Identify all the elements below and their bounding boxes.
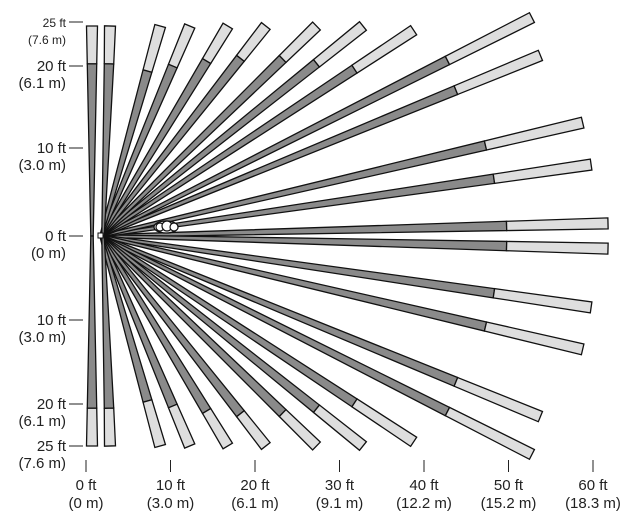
beam-far-zone — [201, 22, 234, 65]
beam-far-zone — [453, 49, 544, 96]
y-tick-label-ft: 0 ft — [45, 228, 67, 245]
beam-far-zone — [85, 407, 99, 447]
y-tick-label-ft: 10 ft — [37, 312, 67, 329]
beam-far-zone — [483, 321, 585, 356]
beam-far-zone — [312, 20, 368, 68]
beam-far-zone — [492, 158, 593, 185]
x-tick-label-ft: 40 ft — [409, 477, 439, 494]
y-tick-label-m: (3.0 m) — [18, 157, 66, 174]
motion-sensor-icon — [97, 220, 179, 239]
y-tick-label-ft: 20 ft — [37, 396, 67, 413]
beam-far-zone — [351, 24, 418, 74]
beam-far-zone — [312, 404, 368, 452]
beam-25 — [101, 235, 117, 447]
beam-22 — [99, 23, 167, 238]
y-tick-label-m: (6.1 m) — [18, 413, 66, 430]
x-tick-label-ft: 60 ft — [578, 477, 608, 494]
y-tick-label-m: (6.1 m) — [18, 75, 66, 92]
beam-12 — [99, 20, 368, 238]
beam-far-zone — [351, 398, 418, 448]
beam-far-zone — [278, 21, 322, 64]
y-tick-1: 20 ft(6.1 m) — [18, 58, 83, 92]
x-tick-6: 60 ft(18.3 m) — [565, 460, 621, 512]
y-tick-2: 10 ft(3.0 m) — [18, 140, 83, 174]
beam-far-zone — [235, 21, 272, 63]
beam-far-zone — [201, 407, 234, 450]
y-axis: 25 ft(7.6 m)20 ft(6.1 m)10 ft(3.0 m)0 ft… — [18, 16, 83, 472]
x-tick-label-ft: 30 ft — [325, 477, 355, 494]
sensor-lens-right — [169, 222, 179, 232]
x-tick-label-m: (0 m) — [69, 495, 104, 512]
beam-far-zone — [235, 409, 272, 451]
beam-23 — [99, 234, 167, 449]
x-tick-label-ft: 50 ft — [494, 477, 524, 494]
beam-far-zone — [167, 403, 196, 449]
x-tick-label-ft: 0 ft — [76, 477, 98, 494]
y-tick-6: 25 ft(7.6 m) — [18, 438, 83, 472]
x-tick-label-ft: 10 ft — [156, 477, 186, 494]
beam-far-zone — [103, 25, 117, 65]
y-tick-label-m: (7.6 m) — [18, 455, 66, 472]
x-tick-label-m: (12.2 m) — [396, 495, 452, 512]
beam-26 — [85, 25, 99, 237]
beam-near-zone — [86, 235, 98, 409]
x-tick-5: 50 ft(15.2 m) — [481, 460, 537, 512]
x-tick-4: 40 ft(12.2 m) — [396, 460, 452, 512]
beam-near-zone — [86, 63, 98, 237]
y-tick-label-m: (3.0 m) — [18, 329, 66, 346]
x-tick-0: 0 ft(0 m) — [69, 460, 104, 512]
origin-marker — [97, 232, 104, 239]
beam-far-zone — [85, 25, 99, 65]
beam-far-zone — [492, 287, 593, 314]
x-tick-label-m: (3.0 m) — [147, 495, 195, 512]
y-tick-label-ft: 10 ft — [37, 140, 67, 157]
y-tick-label-m: (7.6 m) — [28, 33, 66, 47]
beam-far-zone — [142, 23, 167, 74]
beam-far-zone — [167, 23, 196, 69]
beam-far-zone — [444, 406, 536, 461]
y-tick-3: 0 ft(0 m) — [31, 228, 83, 262]
x-tick-label-ft: 20 ft — [240, 477, 270, 494]
beam-far-zone — [444, 11, 536, 66]
beams-layer — [85, 11, 609, 461]
x-axis: 0 ft(0 m) 10 ft(3.0 m) 20 ft(6.1 m) 30 ft(9… — [69, 460, 621, 512]
y-tick-label-ft: 20 ft — [37, 58, 67, 75]
x-tick-3: 30 ft(9.1 m) — [316, 460, 364, 512]
beam-far-zone — [142, 398, 167, 449]
x-tick-2: 20 ft(6.1 m) — [231, 460, 279, 512]
beam-far-zone — [453, 376, 544, 423]
y-tick-4: 10 ft(3.0 m) — [18, 312, 83, 346]
beam-far-zone — [505, 217, 609, 232]
y-tick-label-ft: 25 ft — [43, 16, 67, 30]
x-tick-label-m: (6.1 m) — [231, 495, 279, 512]
x-tick-1: 10 ft(3.0 m) — [147, 460, 195, 512]
x-tick-label-m: (15.2 m) — [481, 495, 537, 512]
axes-layer: 25 ft(7.6 m)20 ft(6.1 m)10 ft(3.0 m)0 ft… — [18, 16, 620, 512]
y-tick-label-m: (0 m) — [31, 245, 66, 262]
beam-far-zone — [278, 408, 322, 451]
beam-27 — [85, 235, 99, 447]
beam-far-zone — [505, 240, 609, 255]
beam-far-zone — [483, 116, 585, 151]
y-tick-label-ft: 25 ft — [37, 438, 67, 455]
y-tick-0: 25 ft (7.6 m) — [28, 16, 83, 47]
beam-1 — [100, 234, 609, 255]
y-tick-5: 20 ft(6.1 m) — [18, 396, 83, 430]
beam-0 — [100, 217, 609, 238]
x-tick-label-m: (18.3 m) — [565, 495, 621, 512]
beam-far-zone — [103, 407, 117, 447]
x-tick-label-m: (9.1 m) — [316, 495, 364, 512]
